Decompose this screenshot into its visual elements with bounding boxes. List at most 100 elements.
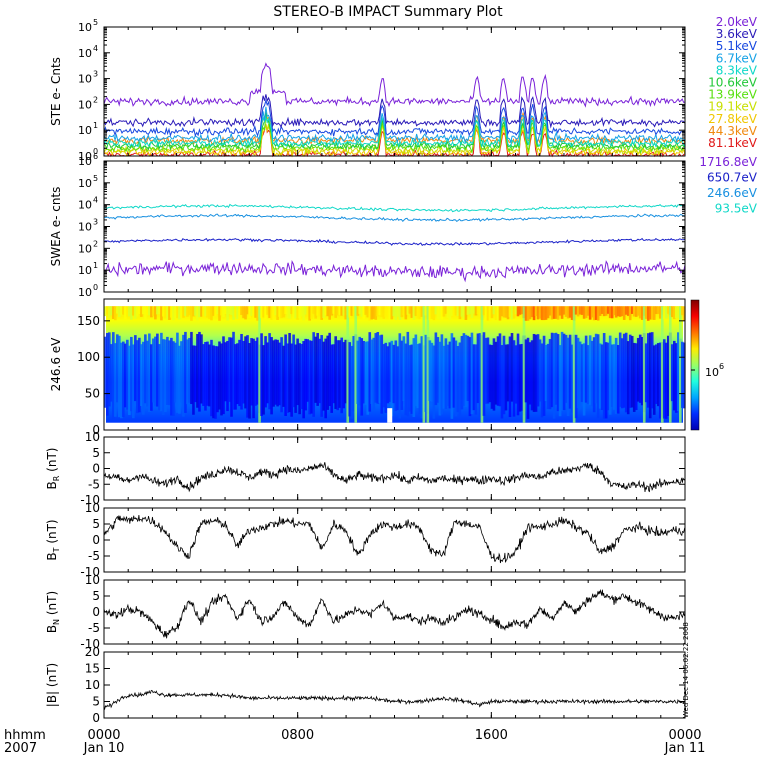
pitch-cell <box>202 344 205 406</box>
pitch-cell <box>608 335 612 415</box>
br-ytick-label: 5 <box>92 446 100 460</box>
pitch-cell <box>664 342 668 419</box>
time-tick-label: 0000 <box>87 728 120 743</box>
pitch-streak <box>668 306 672 423</box>
bt-ylabel: BT (nT) <box>45 519 61 560</box>
pitch-cell <box>320 335 323 417</box>
pitch-cell <box>228 337 231 402</box>
pitch-cell <box>286 343 289 413</box>
time-tick-label: 0800 <box>281 728 314 743</box>
pitch-cell <box>674 343 678 413</box>
pitch-cell-top <box>344 306 348 320</box>
pitch-cell-top <box>294 306 297 319</box>
swea-ytick-exp: 0 <box>93 283 98 292</box>
ste-series-6.7keV <box>103 106 686 144</box>
year-label: 2007 <box>4 741 37 756</box>
pitch-cell <box>640 337 644 406</box>
pitch-cell <box>190 331 193 405</box>
pitch-cell-top <box>204 306 207 317</box>
pitch-cell-top <box>120 306 123 316</box>
swea-series-650.7eV <box>103 237 686 246</box>
time-tick-date: Jan 10 <box>83 741 125 756</box>
pitch-cell-top <box>156 306 159 315</box>
pitch-cell <box>332 344 335 404</box>
pitch-cell-top <box>588 306 592 320</box>
swea-ytick-label: 10 <box>78 155 92 168</box>
swea-ytick-exp: 3 <box>93 218 98 227</box>
pitch-cell <box>566 337 570 417</box>
pitch-cell <box>444 338 448 409</box>
pitch-cell-top <box>242 306 245 319</box>
pitch-cell-top <box>330 306 333 316</box>
br-ylabel-sub: R <box>52 475 61 481</box>
pitch-cell <box>528 342 532 405</box>
pitch-cell-top <box>264 306 267 320</box>
pitch-cell-top <box>674 306 678 319</box>
pitch-cell <box>276 339 279 407</box>
swea-legend-item: 1716.8eV <box>699 155 757 169</box>
pitch-cell-top <box>380 306 384 318</box>
pitch-cell-top <box>546 306 550 319</box>
pitch-cell-top <box>542 306 546 321</box>
pitch-cell <box>452 337 456 408</box>
pitch-cell-top <box>160 306 163 321</box>
pitch-cell <box>136 340 139 414</box>
pitch-cell-top <box>196 306 199 321</box>
pitch-ytick-label: 0 <box>92 423 100 437</box>
pitch-cell <box>476 333 480 404</box>
pitch-cell-top <box>184 306 187 316</box>
pitch-cell-top <box>210 306 213 321</box>
br-ytick-label: 0 <box>92 462 100 476</box>
pitch-cell <box>384 342 388 413</box>
pitch-cell <box>470 332 474 415</box>
pitch-cell <box>112 332 115 419</box>
pitch-cell <box>316 332 319 406</box>
pitch-cell <box>596 334 600 419</box>
pitch-cell-top <box>144 306 147 321</box>
pitch-cell <box>116 334 119 403</box>
pitch-cell <box>588 335 592 405</box>
pitch-cell <box>254 340 257 406</box>
pitch-cell <box>214 346 217 419</box>
pitch-cell <box>420 336 424 419</box>
pitch-cell-top <box>234 306 237 317</box>
pitch-cell-top <box>142 306 145 315</box>
pitch-cell-top <box>488 306 492 321</box>
pitch-cell <box>372 337 376 411</box>
pitch-cell <box>468 337 472 417</box>
pitch-cell-top <box>562 306 566 315</box>
pitch-cell <box>534 334 538 412</box>
pitch-cell-top <box>326 306 329 317</box>
pitch-cell-top <box>316 306 319 316</box>
pitch-cell-top <box>670 306 674 318</box>
pitch-cell <box>524 339 528 403</box>
ste-ytick-exp: 0 <box>93 147 98 156</box>
pitch-cell-top <box>624 306 628 315</box>
pitch-cell <box>188 337 191 403</box>
bmag-frame <box>103 651 686 719</box>
pitch-cell-top <box>530 306 534 318</box>
pitch-cell <box>666 335 670 416</box>
pitch-cell <box>650 332 654 409</box>
pitch-cell <box>484 337 488 404</box>
pitch-cell-top <box>186 306 189 317</box>
pitch-cell-top <box>416 306 420 319</box>
pitch-cell-top <box>500 306 504 317</box>
pitch-cell <box>672 340 676 411</box>
pitch-cell-top <box>532 306 536 321</box>
pitch-cell-top <box>658 306 662 319</box>
pitch-cell-top <box>110 306 113 316</box>
pitch-cell-top <box>672 306 676 320</box>
pitch-cell <box>368 332 372 412</box>
pitch-cell <box>210 339 213 417</box>
bn-ylabel-unit: (nT) <box>45 591 59 619</box>
pitch-cell <box>556 334 560 412</box>
pitch-cell <box>262 345 265 415</box>
pitch-cell-top <box>474 306 478 316</box>
pitch-cell <box>270 337 273 415</box>
pitch-cell-top <box>124 306 127 320</box>
ste-ytick-label: 10 <box>78 73 92 86</box>
